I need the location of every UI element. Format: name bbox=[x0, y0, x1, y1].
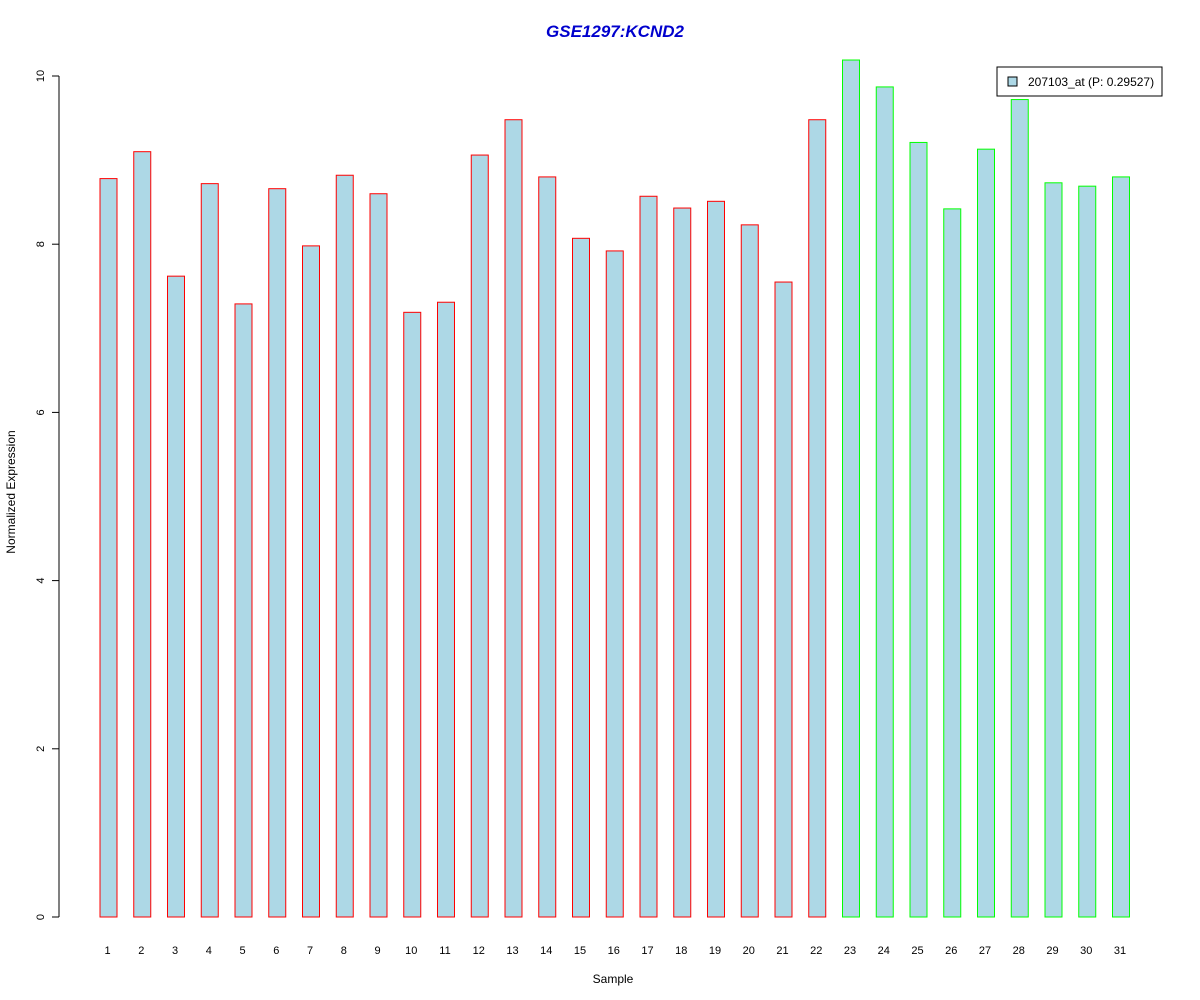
x-tick-label: 7 bbox=[307, 945, 313, 957]
bar bbox=[99, 178, 118, 918]
bar bbox=[437, 301, 455, 918]
y-tick-label: 4 bbox=[35, 578, 47, 584]
y-tick-label: 0 bbox=[35, 914, 47, 920]
bar bbox=[1010, 99, 1029, 918]
bar bbox=[605, 250, 624, 918]
x-tick-label: 29 bbox=[1046, 945, 1058, 957]
y-axis: 0 2 4 6 8 10 bbox=[35, 70, 60, 920]
x-tick-label: 8 bbox=[341, 945, 347, 957]
legend: 207103_at (P: 0.29527) bbox=[996, 66, 1163, 97]
x-tick-label: 25 bbox=[911, 945, 923, 957]
x-tick-label: 23 bbox=[844, 945, 856, 957]
x-axis-title: Sample bbox=[593, 972, 634, 986]
x-tick-label: 4 bbox=[206, 945, 212, 957]
x-tick-label: 17 bbox=[641, 945, 653, 957]
x-tick-label: 2 bbox=[138, 945, 144, 957]
x-tick-label: 6 bbox=[273, 945, 279, 957]
bar bbox=[335, 174, 354, 918]
y-tick-label: 10 bbox=[35, 70, 47, 82]
x-tick-label: 31 bbox=[1114, 945, 1126, 957]
x-tick-label: 27 bbox=[979, 945, 991, 957]
bar bbox=[1044, 182, 1063, 918]
x-tick-label: 9 bbox=[374, 945, 380, 957]
x-tick-label: 14 bbox=[540, 945, 552, 957]
bar bbox=[504, 119, 523, 918]
x-tick-label: 28 bbox=[1013, 945, 1025, 957]
x-tick-label: 21 bbox=[776, 945, 788, 957]
x-tick-label: 5 bbox=[239, 945, 245, 957]
bar bbox=[639, 195, 658, 918]
x-tick-label: 19 bbox=[709, 945, 721, 957]
bar bbox=[133, 151, 152, 918]
bar bbox=[774, 281, 793, 918]
x-tick-label: 1 bbox=[104, 945, 110, 957]
x-tick-label: 26 bbox=[945, 945, 957, 957]
x-tick-label: 15 bbox=[574, 945, 586, 957]
y-axis-title: Normalized Expression bbox=[4, 430, 18, 553]
bar bbox=[200, 183, 219, 918]
bar bbox=[707, 200, 725, 918]
bar bbox=[302, 245, 320, 918]
x-tick-label: 30 bbox=[1080, 945, 1092, 957]
bar bbox=[369, 193, 388, 918]
x-tick-label: 13 bbox=[506, 945, 518, 957]
x-tick-labels: 1 2 3 4 5 6 7 8 9 10 11 12 13 14 15 16 17 18 19 20 21 22 23 24 2… bbox=[104, 945, 1126, 957]
bar bbox=[673, 207, 692, 918]
y-tick-label: 6 bbox=[35, 409, 47, 415]
bar bbox=[740, 224, 759, 918]
bar bbox=[572, 237, 590, 918]
legend-box bbox=[996, 66, 1163, 97]
bar bbox=[538, 176, 557, 918]
bar bbox=[1078, 185, 1097, 918]
legend-label: 207103_at (P: 0.29527) bbox=[1028, 75, 1154, 89]
bar bbox=[875, 86, 894, 918]
bar bbox=[470, 154, 489, 918]
bar bbox=[234, 303, 253, 918]
legend-swatch bbox=[1007, 76, 1018, 87]
bar bbox=[977, 148, 995, 918]
bar bbox=[909, 141, 928, 918]
x-tick-label: 12 bbox=[473, 945, 485, 957]
x-tick-label: 24 bbox=[878, 945, 890, 957]
x-tick-label: 20 bbox=[743, 945, 755, 957]
x-tick-label: 11 bbox=[439, 945, 450, 957]
bar bbox=[1112, 176, 1130, 918]
bar bbox=[167, 275, 185, 918]
chart-title: GSE1297:KCND2 bbox=[546, 22, 684, 41]
x-tick-label: 3 bbox=[172, 945, 178, 957]
x-tick-label: 16 bbox=[608, 945, 620, 957]
bars bbox=[99, 59, 1130, 918]
bar bbox=[268, 188, 287, 918]
x-tick-label: 18 bbox=[675, 945, 687, 957]
bar bbox=[808, 119, 827, 918]
x-tick-label: 22 bbox=[810, 945, 822, 957]
y-tick-label: 2 bbox=[35, 746, 47, 752]
y-tick-label: 8 bbox=[35, 241, 47, 247]
x-tick-label: 10 bbox=[405, 945, 417, 957]
bar bbox=[943, 208, 962, 918]
bar bbox=[403, 311, 422, 918]
bar bbox=[842, 59, 860, 918]
